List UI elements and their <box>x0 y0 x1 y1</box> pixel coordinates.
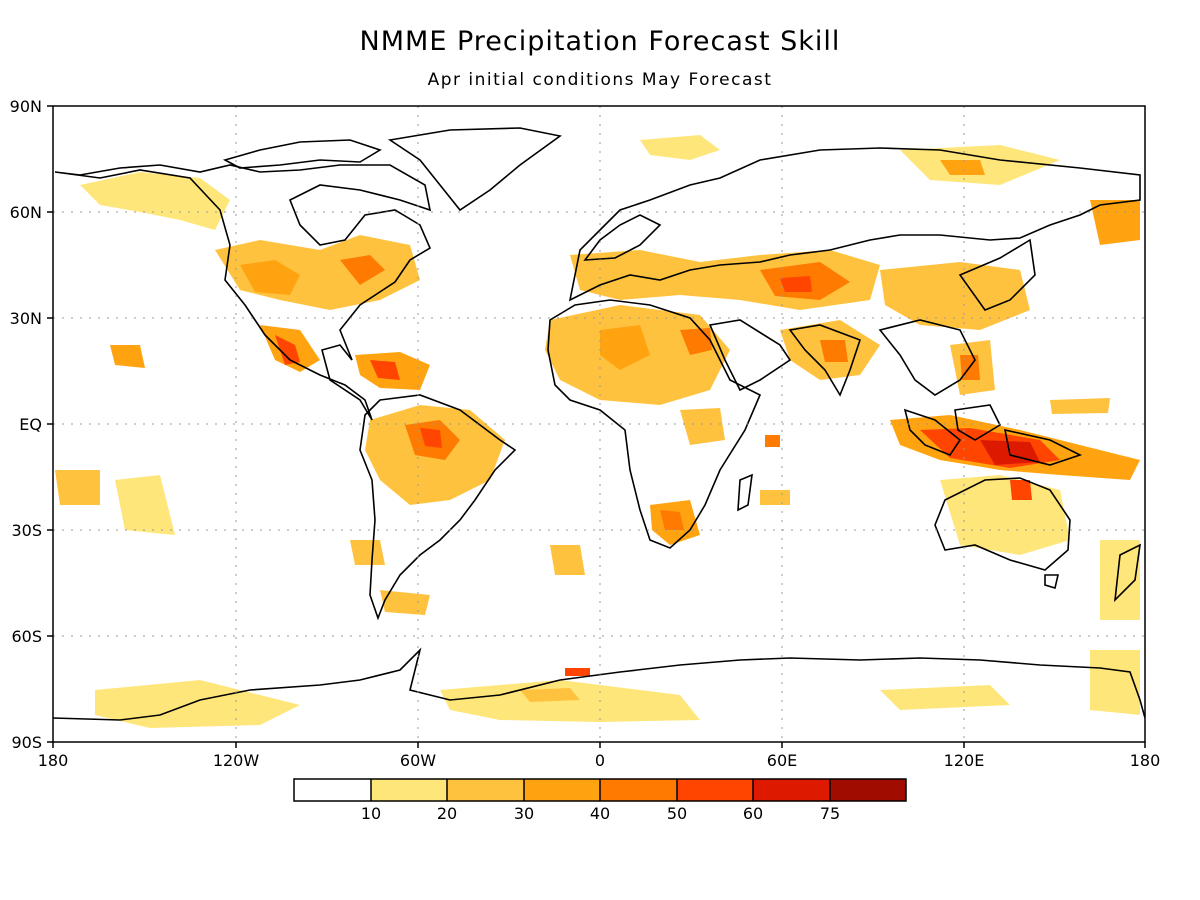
latitude-labels: 90N 60N 30N EQ 30S 60S 90S <box>10 97 42 752</box>
lon-label-60w: 60W <box>400 751 436 770</box>
colorbar: 10 20 30 40 50 60 75 <box>293 778 907 823</box>
colorbar-swatch-4 <box>600 779 677 801</box>
tick-marks <box>47 105 1146 748</box>
colorbar-label-50: 50 <box>667 804 687 823</box>
colorbar-swatch-2 <box>447 779 524 801</box>
skill-shading <box>55 135 1140 728</box>
lat-label-90s: 90S <box>11 733 42 752</box>
colorbar-swatch-3 <box>524 779 600 801</box>
lat-label-eq: EQ <box>19 415 42 434</box>
lon-label-120w: 120W <box>213 751 260 770</box>
lat-label-60n: 60N <box>10 203 42 222</box>
lat-label-30s: 30S <box>11 521 42 540</box>
lon-label-180w: 180 <box>38 751 69 770</box>
colorbar-swatch-6 <box>753 779 830 801</box>
lon-label-60e: 60E <box>767 751 797 770</box>
colorbar-label-20: 20 <box>437 804 457 823</box>
lon-label-120e: 120E <box>944 751 985 770</box>
colorbar-swatch-0 <box>294 779 371 801</box>
lat-label-60s: 60S <box>11 627 42 646</box>
colorbar-swatch-5 <box>677 779 753 801</box>
colorbar-label-30: 30 <box>514 804 534 823</box>
colorbar-swatch-1 <box>371 779 447 801</box>
lon-label-180e: 180 <box>1130 751 1161 770</box>
map-subtitle: Apr initial conditions May Forecast <box>427 70 773 90</box>
lat-label-90n: 90N <box>10 97 42 116</box>
map-title: NMME Precipitation Forecast Skill <box>359 26 841 57</box>
lat-label-30n: 30N <box>10 309 42 328</box>
longitude-labels: 180 120W 60W 0 60E 120E 180 <box>38 751 1161 770</box>
lon-label-0: 0 <box>595 751 605 770</box>
colorbar-label-60: 60 <box>743 804 763 823</box>
graticule <box>53 106 1145 742</box>
colorbar-label-40: 40 <box>590 804 610 823</box>
colorbar-label-75: 75 <box>820 804 840 823</box>
colorbar-label-10: 10 <box>361 804 381 823</box>
coastlines <box>53 127 1145 721</box>
colorbar-swatch-7 <box>830 779 906 801</box>
